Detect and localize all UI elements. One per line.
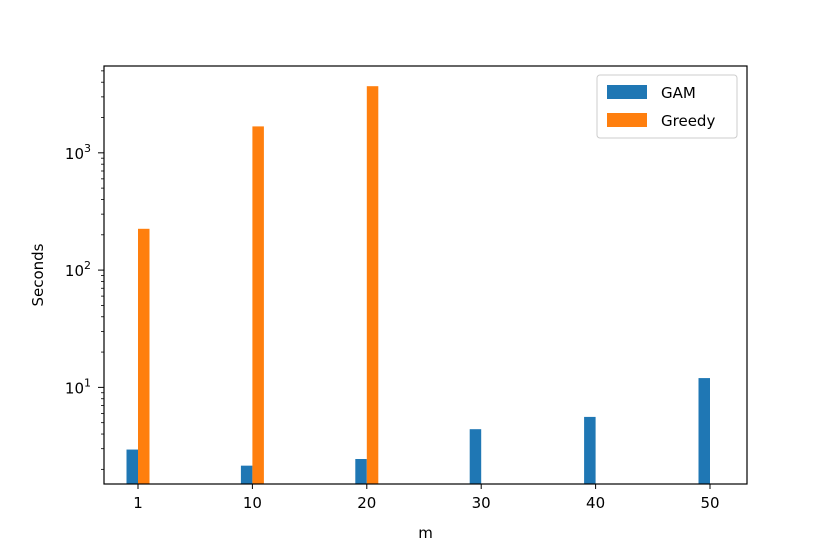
- bar-greedy-10: [252, 126, 264, 485]
- plot-frame: [103, 65, 748, 485]
- bar-gam-10: [240, 465, 253, 484]
- legend: GAM Greedy: [596, 74, 738, 139]
- y-axis-ticks: 101 102 103: [65, 142, 104, 397]
- bar-gam-50: [698, 378, 710, 484]
- x-tick-label: 30: [472, 494, 491, 512]
- legend-swatch-gam: [607, 85, 647, 99]
- y-tick-label: 101: [65, 376, 91, 397]
- y-axis-label: Seconds: [29, 243, 47, 306]
- bar-greedy-1: [138, 228, 150, 484]
- x-tick-label: 20: [357, 494, 376, 512]
- bar-greedy-20: [366, 86, 379, 484]
- x-tick-label: 50: [700, 494, 719, 512]
- x-axis-ticks: 1 10 20 30 40 50: [133, 484, 720, 512]
- x-tick-label: 10: [243, 494, 262, 512]
- x-axis-label: m: [418, 524, 433, 542]
- legend-swatch-greedy: [607, 113, 647, 127]
- legend-label-gam: GAM: [661, 84, 696, 102]
- y-tick-label: 102: [65, 259, 91, 280]
- bars-layer: [126, 86, 710, 485]
- x-tick-label: 40: [586, 494, 605, 512]
- y-tick-label: 103: [65, 142, 91, 163]
- bar-gam-20: [355, 459, 367, 484]
- bar-gam-40: [584, 416, 596, 484]
- bar-gam-1: [126, 449, 138, 484]
- bar-gam-30: [469, 429, 482, 484]
- legend-label-greedy: Greedy: [661, 112, 715, 130]
- x-tick-label: 1: [133, 494, 143, 512]
